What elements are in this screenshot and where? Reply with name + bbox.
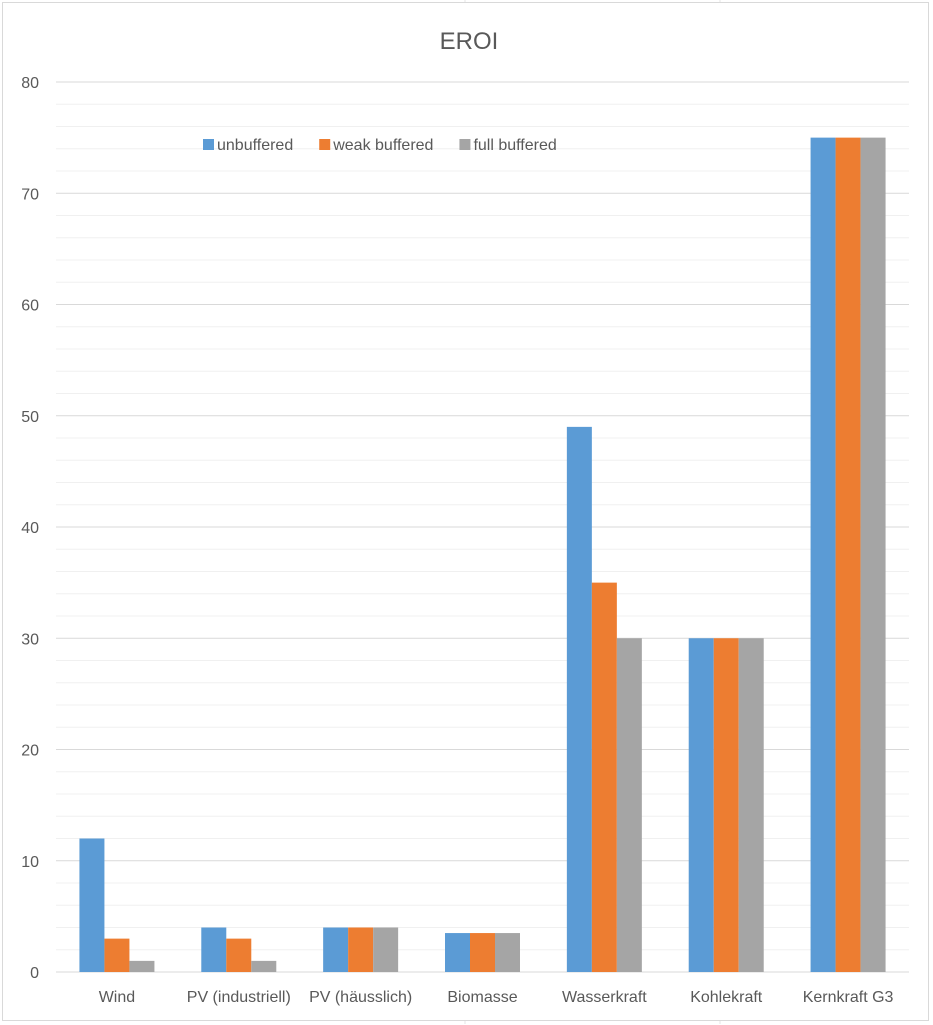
bar — [251, 960, 277, 972]
minor-gridlines — [56, 103, 909, 951]
bar — [373, 927, 399, 972]
legend-label: unbuffered — [217, 137, 293, 154]
bar — [470, 933, 495, 972]
x-tick-label: PV (industriell) — [187, 989, 291, 1006]
bar — [566, 426, 592, 972]
bar — [713, 638, 739, 972]
bar — [738, 638, 764, 972]
bar — [860, 137, 886, 972]
legend: unbuffered weak buffered full buffered — [203, 137, 557, 154]
major-gridlines — [56, 81, 909, 973]
x-tick-label: Kernkraft G3 — [803, 989, 894, 1006]
y-axis-labels: 0 10 20 30 40 50 60 70 80 — [21, 75, 39, 982]
y-tick-label: 20 — [21, 743, 39, 760]
y-tick-label: 70 — [21, 186, 39, 203]
bar — [323, 927, 349, 972]
y-tick-label: 30 — [21, 631, 39, 648]
bar — [104, 938, 130, 972]
bar — [835, 137, 861, 972]
bar — [79, 838, 105, 972]
y-tick-label: 40 — [21, 520, 39, 537]
x-tick-label: PV (häusslich) — [309, 989, 412, 1006]
bar — [348, 927, 374, 972]
eroi-bar-chart: 0 10 20 30 40 50 60 70 80 Wind PV (industriell) PV… — [21, 28, 909, 1006]
bars-group — [79, 137, 886, 972]
x-axis-labels: Wind PV (industriell) PV (häusslich) Biomas… — [99, 989, 894, 1006]
y-tick-label: 60 — [21, 298, 39, 315]
y-tick-label: 0 — [30, 965, 39, 982]
bar — [591, 582, 617, 972]
legend-swatch — [319, 139, 331, 150]
bar — [810, 137, 836, 972]
legend-label: full buffered — [473, 137, 556, 154]
legend-swatch — [459, 139, 471, 150]
bar — [226, 938, 252, 972]
bar — [495, 933, 520, 972]
y-tick-label: 80 — [21, 75, 39, 92]
bar — [445, 933, 470, 972]
x-tick-label: Wind — [99, 989, 135, 1006]
legend-label: weak buffered — [332, 137, 433, 154]
bar — [688, 638, 714, 972]
legend-swatch — [203, 139, 214, 150]
bar — [129, 960, 155, 972]
chart-title: EROI — [440, 28, 499, 55]
bar — [616, 638, 642, 972]
y-tick-label: 50 — [21, 409, 39, 426]
y-tick-label: 10 — [21, 854, 39, 871]
x-tick-label: Biomasse — [447, 989, 517, 1006]
x-tick-label: Wasserkraft — [562, 989, 647, 1006]
bar — [201, 927, 227, 972]
x-tick-label: Kohlekraft — [690, 989, 763, 1006]
